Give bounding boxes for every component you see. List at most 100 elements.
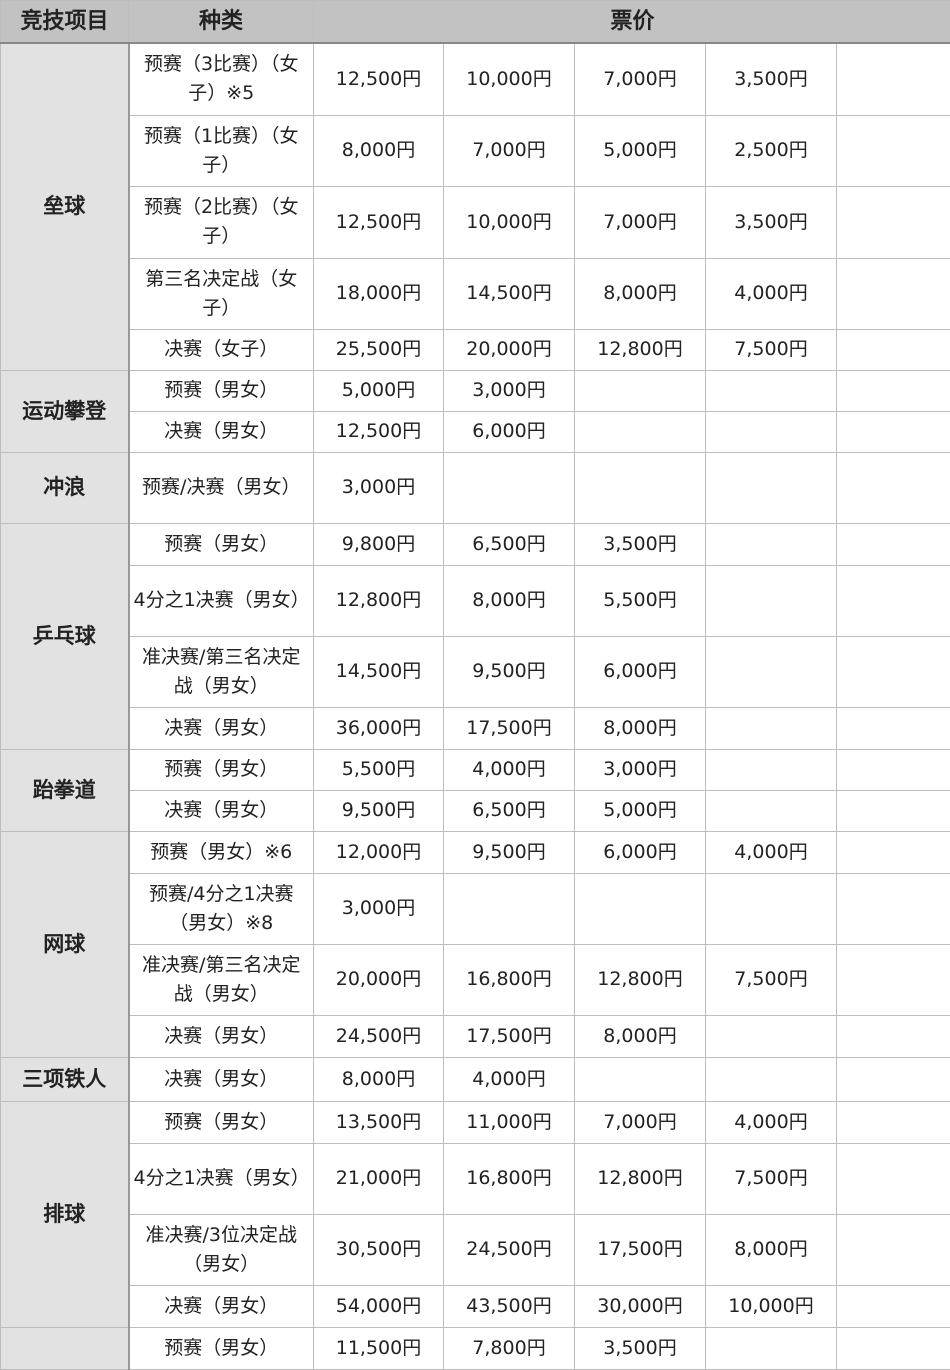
price-cell	[444, 873, 575, 944]
price-cell	[837, 1143, 950, 1214]
price-cell: 18,000円	[314, 258, 444, 329]
kind-cell: 决赛（男女）	[129, 1015, 314, 1057]
header-sport: 竞技项目	[1, 1, 129, 44]
price-cell: 8,000円	[314, 1057, 444, 1101]
price-cell: 12,800円	[575, 1143, 706, 1214]
price-cell	[706, 749, 837, 790]
price-cell	[837, 411, 950, 452]
price-cell	[706, 1015, 837, 1057]
price-cell: 12,800円	[314, 565, 444, 636]
price-cell: 6,500円	[444, 523, 575, 565]
kind-cell: 决赛（女子）	[129, 329, 314, 370]
price-cell: 7,000円	[575, 1101, 706, 1143]
price-cell: 8,000円	[314, 115, 444, 186]
price-cell: 2,500円	[706, 115, 837, 186]
price-cell: 4,000円	[444, 1057, 575, 1101]
kind-cell: 预赛（男女）※6	[129, 831, 314, 873]
price-cell: 11,500円	[314, 1327, 444, 1369]
price-cell: 43,500円	[444, 1285, 575, 1327]
price-cell: 11,000円	[444, 1101, 575, 1143]
price-cell: 7,000円	[575, 186, 706, 258]
kind-cell: 准决赛/第三名决定战（男女）	[129, 636, 314, 707]
price-cell: 9,500円	[444, 636, 575, 707]
price-cell: 3,000円	[314, 452, 444, 523]
kind-cell: 决赛（男女）	[129, 1057, 314, 1101]
price-cell: 3,000円	[444, 370, 575, 411]
kind-cell: 决赛（男女）	[129, 411, 314, 452]
price-cell: 7,000円	[575, 43, 706, 115]
price-cell: 13,500円	[314, 1101, 444, 1143]
price-cell: 17,500円	[444, 1015, 575, 1057]
price-cell: 12,800円	[575, 944, 706, 1015]
price-cell: 10,000円	[444, 43, 575, 115]
price-cell: 9,500円	[444, 831, 575, 873]
price-cell: 6,000円	[575, 636, 706, 707]
price-cell: 54,000円	[314, 1285, 444, 1327]
kind-cell: 决赛（男女）	[129, 707, 314, 749]
price-cell: 8,000円	[575, 258, 706, 329]
kind-cell: 预赛/决赛（男女）	[129, 452, 314, 523]
price-cell: 7,800円	[444, 1327, 575, 1369]
price-cell: 12,500円	[314, 411, 444, 452]
price-cell	[706, 1057, 837, 1101]
price-cell: 10,000円	[444, 186, 575, 258]
price-cell: 7,000円	[444, 115, 575, 186]
price-cell	[837, 186, 950, 258]
price-cell: 4,000円	[444, 749, 575, 790]
price-cell: 8,000円	[575, 1015, 706, 1057]
price-cell	[837, 1214, 950, 1285]
price-cell	[706, 707, 837, 749]
price-cell	[706, 411, 837, 452]
sport-cell: 网球	[1, 831, 129, 1057]
price-cell	[837, 1327, 950, 1369]
price-cell	[837, 1015, 950, 1057]
price-cell	[706, 565, 837, 636]
price-cell: 3,500円	[575, 1327, 706, 1369]
price-cell	[575, 452, 706, 523]
kind-cell: 准决赛/第三名决定战（男女）	[129, 944, 314, 1015]
price-cell: 8,000円	[706, 1214, 837, 1285]
price-cell: 21,000円	[314, 1143, 444, 1214]
price-cell: 5,500円	[575, 565, 706, 636]
price-cell	[575, 873, 706, 944]
price-cell: 9,800円	[314, 523, 444, 565]
price-cell	[706, 523, 837, 565]
sport-cell: 三项铁人	[1, 1057, 129, 1101]
price-cell	[837, 115, 950, 186]
price-cell	[837, 1057, 950, 1101]
price-cell	[837, 749, 950, 790]
price-cell: 14,500円	[444, 258, 575, 329]
price-cell: 6,000円	[575, 831, 706, 873]
price-cell: 36,000円	[314, 707, 444, 749]
price-cell: 20,000円	[444, 329, 575, 370]
price-cell: 12,500円	[314, 43, 444, 115]
price-cell: 7,500円	[706, 944, 837, 1015]
price-cell: 4,000円	[706, 831, 837, 873]
price-cell: 14,500円	[314, 636, 444, 707]
price-cell: 5,000円	[314, 370, 444, 411]
price-cell	[444, 452, 575, 523]
price-cell: 30,500円	[314, 1214, 444, 1285]
kind-cell: 预赛（1比赛）（女子）	[129, 115, 314, 186]
price-cell: 24,500円	[444, 1214, 575, 1285]
kind-cell: 预赛（男女）	[129, 749, 314, 790]
kind-cell: 第三名决定战（女子）	[129, 258, 314, 329]
price-cell: 6,000円	[444, 411, 575, 452]
price-cell: 17,500円	[575, 1214, 706, 1285]
kind-cell: 4分之1决赛（男女）	[129, 565, 314, 636]
sport-cell: 垒球	[1, 43, 129, 370]
price-cell	[575, 1057, 706, 1101]
